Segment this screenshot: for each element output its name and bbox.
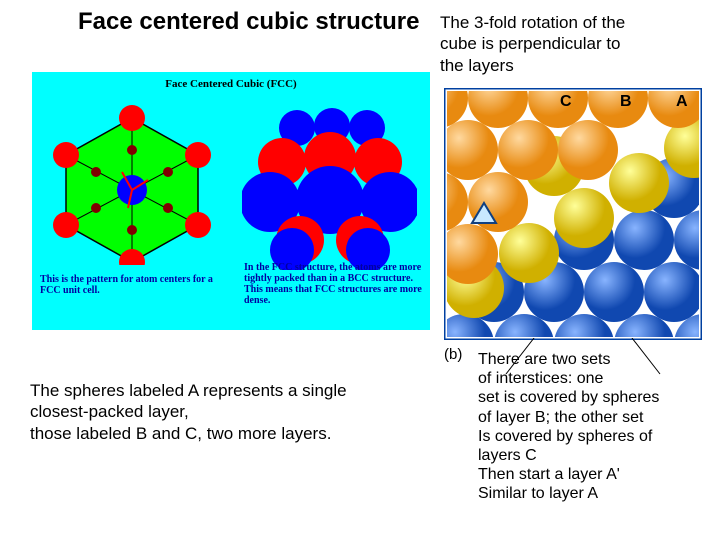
page-title: Face centered cubic structure — [78, 8, 419, 36]
bottom-left-text: The spheres labeled A represents a singl… — [30, 380, 347, 444]
svg-text:C: C — [560, 93, 572, 110]
left-panel: Face Centered Cubic (FCC) — [32, 72, 430, 330]
left-caption-2: In the FCC structure, the atoms are more… — [244, 262, 422, 306]
svg-text:A: A — [676, 93, 688, 110]
right-panel: C B A — [444, 88, 702, 340]
b-label: (b) — [444, 346, 462, 365]
layer-diagram: C B A — [444, 88, 702, 340]
packing-figure — [242, 100, 417, 270]
left-panel-heading: Face Centered Cubic (FCC) — [32, 78, 430, 90]
svg-text:B: B — [620, 93, 632, 110]
hexagon-figure — [40, 100, 225, 265]
left-caption-1: This is the pattern for atom centers for… — [40, 274, 220, 296]
bottom-right-text: There are two sets of interstices: one s… — [478, 350, 659, 504]
top-note: The 3-fold rotation of the cube is perpe… — [440, 12, 625, 76]
